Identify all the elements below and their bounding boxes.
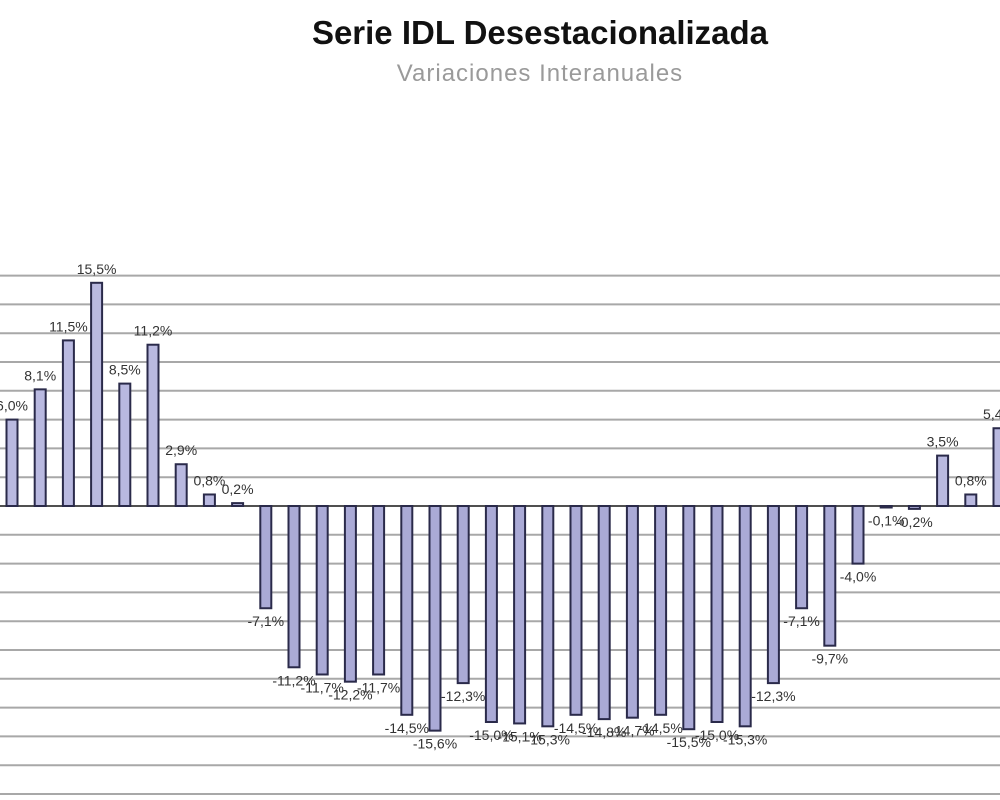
bar bbox=[964, 493, 978, 508]
bar-data-label: 8,1% bbox=[24, 367, 56, 383]
bar-data-label: -15,1% bbox=[497, 728, 541, 744]
bar-data-label: -0,2% bbox=[896, 514, 933, 530]
chart-title: Serie IDL Desestacionalizada bbox=[311, 14, 769, 51]
bar bbox=[513, 505, 527, 725]
chart-subtitle: Variaciones Interanuales bbox=[396, 60, 684, 87]
bar-data-label: 3,5% bbox=[927, 434, 959, 450]
bar-data-label: -12,2% bbox=[328, 687, 372, 703]
bar bbox=[597, 505, 611, 721]
bar-data-label: -7,1% bbox=[783, 613, 820, 629]
bar-data-label: 11,2% bbox=[134, 323, 173, 339]
bar bbox=[879, 505, 893, 509]
bar bbox=[428, 505, 442, 732]
bar bbox=[541, 505, 555, 728]
bar bbox=[654, 505, 668, 716]
bar bbox=[569, 505, 583, 716]
bar-data-label: -15,3% bbox=[723, 731, 767, 747]
bar-data-label: -15,0% bbox=[469, 727, 513, 743]
bar-data-label: -11,2% bbox=[272, 672, 315, 688]
bar-data-label: 15,5% bbox=[77, 261, 117, 277]
bar-data-label: -14,5% bbox=[554, 720, 598, 736]
bar-data-label: 0,2% bbox=[222, 481, 254, 497]
bar-data-label: -11,7% bbox=[301, 679, 344, 695]
bar-data-label: -15,5% bbox=[667, 734, 711, 750]
bar-data-label: -15,0% bbox=[695, 727, 739, 743]
bar bbox=[823, 505, 837, 647]
bar-data-label: -7,1% bbox=[248, 613, 285, 629]
bar-data-label: -4,0% bbox=[840, 569, 877, 585]
bar bbox=[61, 339, 75, 507]
bar bbox=[118, 382, 132, 508]
bar bbox=[400, 505, 414, 716]
bar bbox=[738, 505, 752, 728]
bar bbox=[287, 505, 301, 669]
bar-data-label: 2,9% bbox=[165, 442, 197, 458]
bar bbox=[343, 505, 357, 683]
bar bbox=[456, 505, 470, 685]
bar-data-label: 6,0% bbox=[0, 398, 28, 414]
bar-data-label: 8,5% bbox=[109, 362, 141, 378]
bar-data-label: -14,5% bbox=[638, 720, 682, 736]
bar-data-label: -0,1% bbox=[868, 512, 905, 528]
bar bbox=[372, 505, 386, 676]
bar bbox=[146, 343, 160, 507]
bar bbox=[795, 505, 809, 610]
bar bbox=[851, 505, 865, 565]
bar bbox=[90, 281, 104, 507]
bar-data-label: 11,5% bbox=[49, 318, 88, 334]
bar bbox=[33, 388, 47, 507]
bar-data-label: 0,8% bbox=[955, 472, 987, 488]
bar-data-label: -14,8% bbox=[582, 724, 626, 740]
bar bbox=[231, 502, 245, 507]
bar-data-label: -11,7% bbox=[357, 679, 400, 695]
bar bbox=[202, 493, 216, 508]
bar bbox=[315, 505, 329, 676]
bar bbox=[936, 454, 950, 508]
bar-data-label: 5,4% bbox=[983, 406, 1000, 422]
bar bbox=[710, 505, 724, 723]
bar-data-label: -14,7% bbox=[610, 723, 654, 739]
bar bbox=[907, 505, 921, 510]
bar-data-label: -12,3% bbox=[441, 688, 485, 704]
bar bbox=[259, 505, 273, 610]
bar-data-label: -14,5% bbox=[385, 720, 429, 736]
bar bbox=[992, 427, 1000, 507]
bar bbox=[484, 505, 498, 723]
bar-data-label: 0,8% bbox=[193, 472, 225, 488]
bar bbox=[174, 463, 188, 507]
bar-data-label: -9,7% bbox=[812, 651, 849, 667]
bar bbox=[5, 418, 19, 508]
bar bbox=[682, 505, 696, 731]
bar-data-label: -15,3% bbox=[526, 731, 570, 747]
bar bbox=[766, 505, 780, 685]
bar-data-label: -12,3% bbox=[751, 688, 795, 704]
bar-data-label: -15,6% bbox=[413, 736, 457, 752]
bar bbox=[625, 505, 639, 719]
